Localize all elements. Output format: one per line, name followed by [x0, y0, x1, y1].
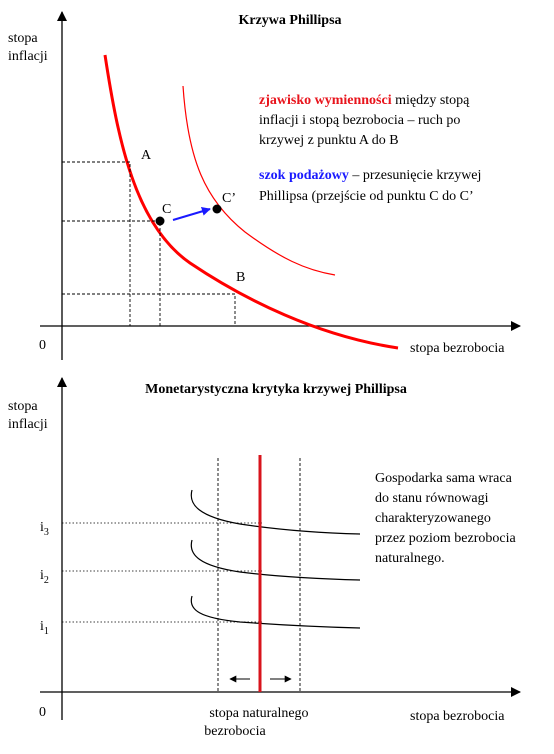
level-i3-label: i3: [40, 520, 49, 538]
point-a-label: A: [141, 148, 152, 163]
note-shock-line1: szok podażowy – przesunięcie krzywej: [259, 168, 481, 183]
note-shock-line2: Phillipsa (przejście od punktu C do C’: [259, 189, 474, 204]
natural-rate-label-line2: bezrobocia: [204, 724, 266, 739]
bottom-note-line5: naturalnego.: [375, 551, 445, 566]
bottom-ylabel-line2: inflacji: [8, 417, 48, 432]
short-run-curves: [190, 489, 361, 629]
guide-point-a: [62, 161, 131, 326]
phillips-curve: [103, 54, 399, 350]
note-tradeoff-rest: między stopą: [392, 93, 471, 108]
point-c-prime-marker: [212, 204, 222, 214]
level-i2-label: i2: [40, 568, 49, 586]
top-origin-label: 0: [39, 338, 46, 353]
bottom-note-line2: do stanu równowagi: [375, 491, 489, 506]
inflation-level-guides: [62, 522, 262, 623]
top-ylabel-line2: inflacji: [8, 49, 48, 64]
bottom-ylabel-line1: stopa: [8, 399, 38, 414]
top-guides: [62, 161, 236, 326]
phillips-curve-shifted: [182, 85, 336, 276]
top-x-axis-label: stopa bezrobocia: [410, 341, 505, 356]
note-tradeoff-highlight: zjawisko wymienności: [259, 93, 392, 108]
bottom-x-axis-label: stopa bezrobocia: [410, 709, 505, 724]
note-shock-rest: – przesunięcie krzywej: [349, 168, 482, 183]
top-diagram: Krzywa Phillipsa stopa inflacji 0 stopa …: [8, 11, 521, 360]
supply-shock-arrow: [172, 206, 211, 221]
bottom-note-line4: przez poziom bezrobocia: [375, 531, 516, 546]
short-run-curve-3: [190, 489, 361, 535]
natural-rate-label-line1: stopa naturalnego: [209, 706, 308, 721]
bottom-note-line1: Gospodarka sama wraca: [375, 471, 513, 486]
level-i1-label: i1: [40, 619, 49, 637]
point-c-label: C: [162, 202, 171, 217]
bottom-title: Monetarystyczna krytyka krzywej Phillips…: [145, 382, 407, 397]
note-shock-highlight: szok podażowy: [259, 168, 349, 183]
bottom-note-line3: charakteryzowanego: [375, 511, 491, 526]
short-run-curve-1: [190, 595, 361, 629]
point-c-prime-label: C’: [222, 191, 236, 206]
note-tradeoff-line2: inflacji i stopą bezrobocia – ruch po: [259, 113, 460, 128]
bottom-origin-label: 0: [39, 705, 46, 720]
short-run-curve-2: [190, 539, 361, 581]
bottom-diagram: Monetarystyczna krytyka krzywej Phillips…: [8, 377, 521, 739]
bottom-note: Gospodarka sama wraca do stanu równowagi…: [375, 471, 516, 566]
top-ylabel-line1: stopa: [8, 31, 38, 46]
point-b-label: B: [236, 270, 245, 285]
point-c-marker: [155, 216, 165, 226]
guide-point-b: [62, 293, 236, 326]
note-tradeoff-line1: zjawisko wymienności między stopą: [259, 93, 470, 108]
top-title: Krzywa Phillipsa: [238, 13, 341, 28]
note-tradeoff-line3: krzywej z punktu A do B: [259, 133, 399, 148]
guide-point-c: [62, 220, 161, 326]
